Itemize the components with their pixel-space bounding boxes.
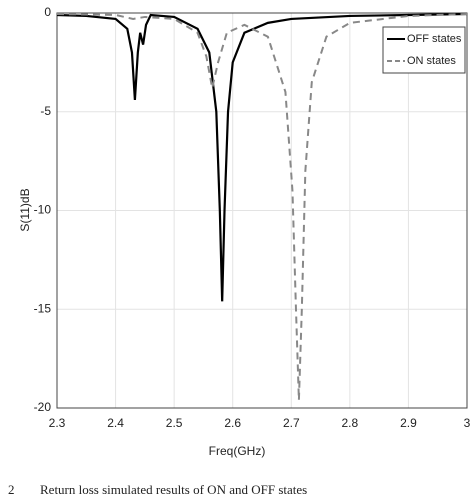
x-tick-label: 2.5 (166, 416, 183, 430)
y-tick-label: -5 (40, 104, 51, 118)
x-tick-label: 2.3 (49, 416, 66, 430)
series-line (56, 12, 468, 302)
y-tick-label: -15 (34, 301, 52, 315)
x-tick-label: 2.9 (400, 416, 417, 430)
x-tick-label: 2.4 (107, 416, 124, 430)
series-line (56, 12, 468, 401)
caption-number: 2 (8, 482, 15, 497)
x-tick-label: 2.8 (342, 416, 359, 430)
caption: Return loss simulated results of ON and … (40, 482, 307, 497)
y-tick-label: 0 (44, 5, 51, 19)
y-tick-label: -20 (34, 400, 52, 414)
plot-frame (56, 12, 468, 409)
legend-label: OFF states (407, 33, 462, 45)
x-tick-label: 2.6 (224, 416, 241, 430)
x-axis-label: Freq(GHz) (209, 444, 266, 458)
legend-box (382, 26, 466, 74)
y-tick-label: -10 (34, 203, 52, 217)
x-tick-label: 3 (464, 416, 471, 430)
x-tick-label: 2.7 (283, 416, 300, 430)
legend-label: ON states (407, 55, 456, 67)
y-axis-label: S(11)dB (18, 188, 32, 231)
